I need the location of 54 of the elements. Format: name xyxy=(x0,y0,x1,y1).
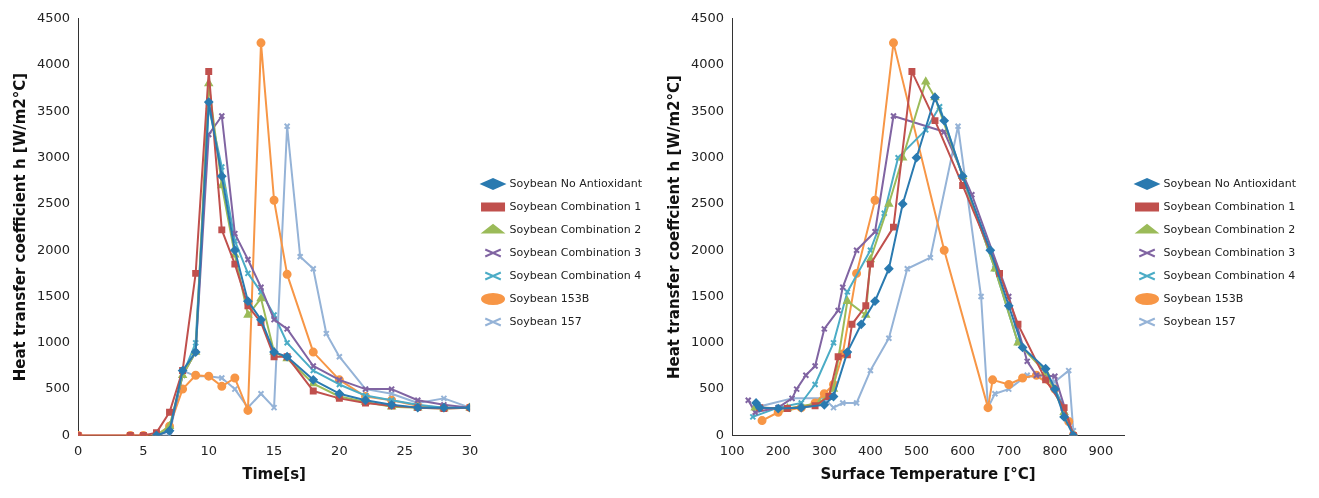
y-tick-label: 2000 xyxy=(690,241,725,257)
legend-label: Soybean 157 xyxy=(509,314,582,328)
x-tick-label: 600 xyxy=(950,442,976,458)
y-tick-label: 2500 xyxy=(690,195,725,211)
y-tick-label: 0 xyxy=(61,426,71,442)
legend-label: Soybean Combination 3 xyxy=(1163,245,1296,259)
x-tick-label: 15 xyxy=(265,442,283,458)
x-tick-label: 900 xyxy=(1088,442,1114,458)
x-axis-title: Surface Temperature [°C] xyxy=(820,464,1036,483)
x-tick-label: 0 xyxy=(73,442,83,458)
legend-label: Soybean Combination 2 xyxy=(509,222,642,236)
y-tick-label: 3000 xyxy=(36,149,71,165)
y-tick-label: 4000 xyxy=(690,56,725,72)
legend-label: Soybean No Antioxidant xyxy=(509,176,643,190)
y-tick-label: 3000 xyxy=(690,149,725,165)
y-tick-label: 500 xyxy=(45,380,71,396)
y-tick-label: 4500 xyxy=(690,10,725,26)
x-tick-label: 30 xyxy=(461,442,479,458)
x-tick-label: 20 xyxy=(331,442,348,458)
y-tick-label: 500 xyxy=(699,380,725,396)
x-tick-label: 25 xyxy=(396,442,413,458)
legend-label: Soybean Combination 4 xyxy=(509,268,642,282)
x-tick-label: 100 xyxy=(719,442,745,458)
y-tick-label: 4500 xyxy=(36,10,71,26)
legend-label: Soybean 153B xyxy=(1163,291,1244,305)
legend-label: Soybean 153B xyxy=(509,291,590,305)
y-tick-label: 0 xyxy=(715,426,725,442)
legend-label: Soybean No Antioxidant xyxy=(1163,176,1297,190)
legend-label: Soybean Combination 1 xyxy=(509,199,642,213)
y-tick-label: 3500 xyxy=(36,102,71,118)
x-tick-label: 200 xyxy=(765,442,791,458)
y-tick-label: 1500 xyxy=(690,287,725,303)
x-tick-label: 500 xyxy=(904,442,929,458)
x-tick-label: 700 xyxy=(996,442,1022,458)
y-tick-label: 2000 xyxy=(36,241,71,257)
legend-label: Soybean Combination 4 xyxy=(1163,268,1296,282)
x-axis-title: Time[s] xyxy=(242,464,306,483)
x-tick-label: 800 xyxy=(1042,442,1068,458)
y-tick-label: 2500 xyxy=(36,195,71,211)
x-tick-label: 300 xyxy=(811,442,837,458)
y-tick-label: 1000 xyxy=(36,334,71,350)
legend-label: Soybean Combination 3 xyxy=(509,245,642,259)
legend-label: Soybean Combination 2 xyxy=(1163,222,1296,236)
y-tick-label: 3500 xyxy=(690,102,725,118)
y-axis-title: Heat transfer coeffcient h [W/m2°C] xyxy=(664,75,683,380)
x-tick-label: 400 xyxy=(858,442,883,458)
legend-label: Soybean 157 xyxy=(1163,314,1236,328)
y-axis-title: Heat transfer coefficient h [W/m2°C] xyxy=(10,72,29,382)
y-tick-label: 4000 xyxy=(36,56,71,72)
x-tick-label: 5 xyxy=(139,442,148,458)
y-tick-label: 1000 xyxy=(690,334,725,350)
x-tick-label: 10 xyxy=(200,442,218,458)
legend-label: Soybean Combination 1 xyxy=(1163,199,1296,213)
y-tick-label: 1500 xyxy=(36,287,71,303)
